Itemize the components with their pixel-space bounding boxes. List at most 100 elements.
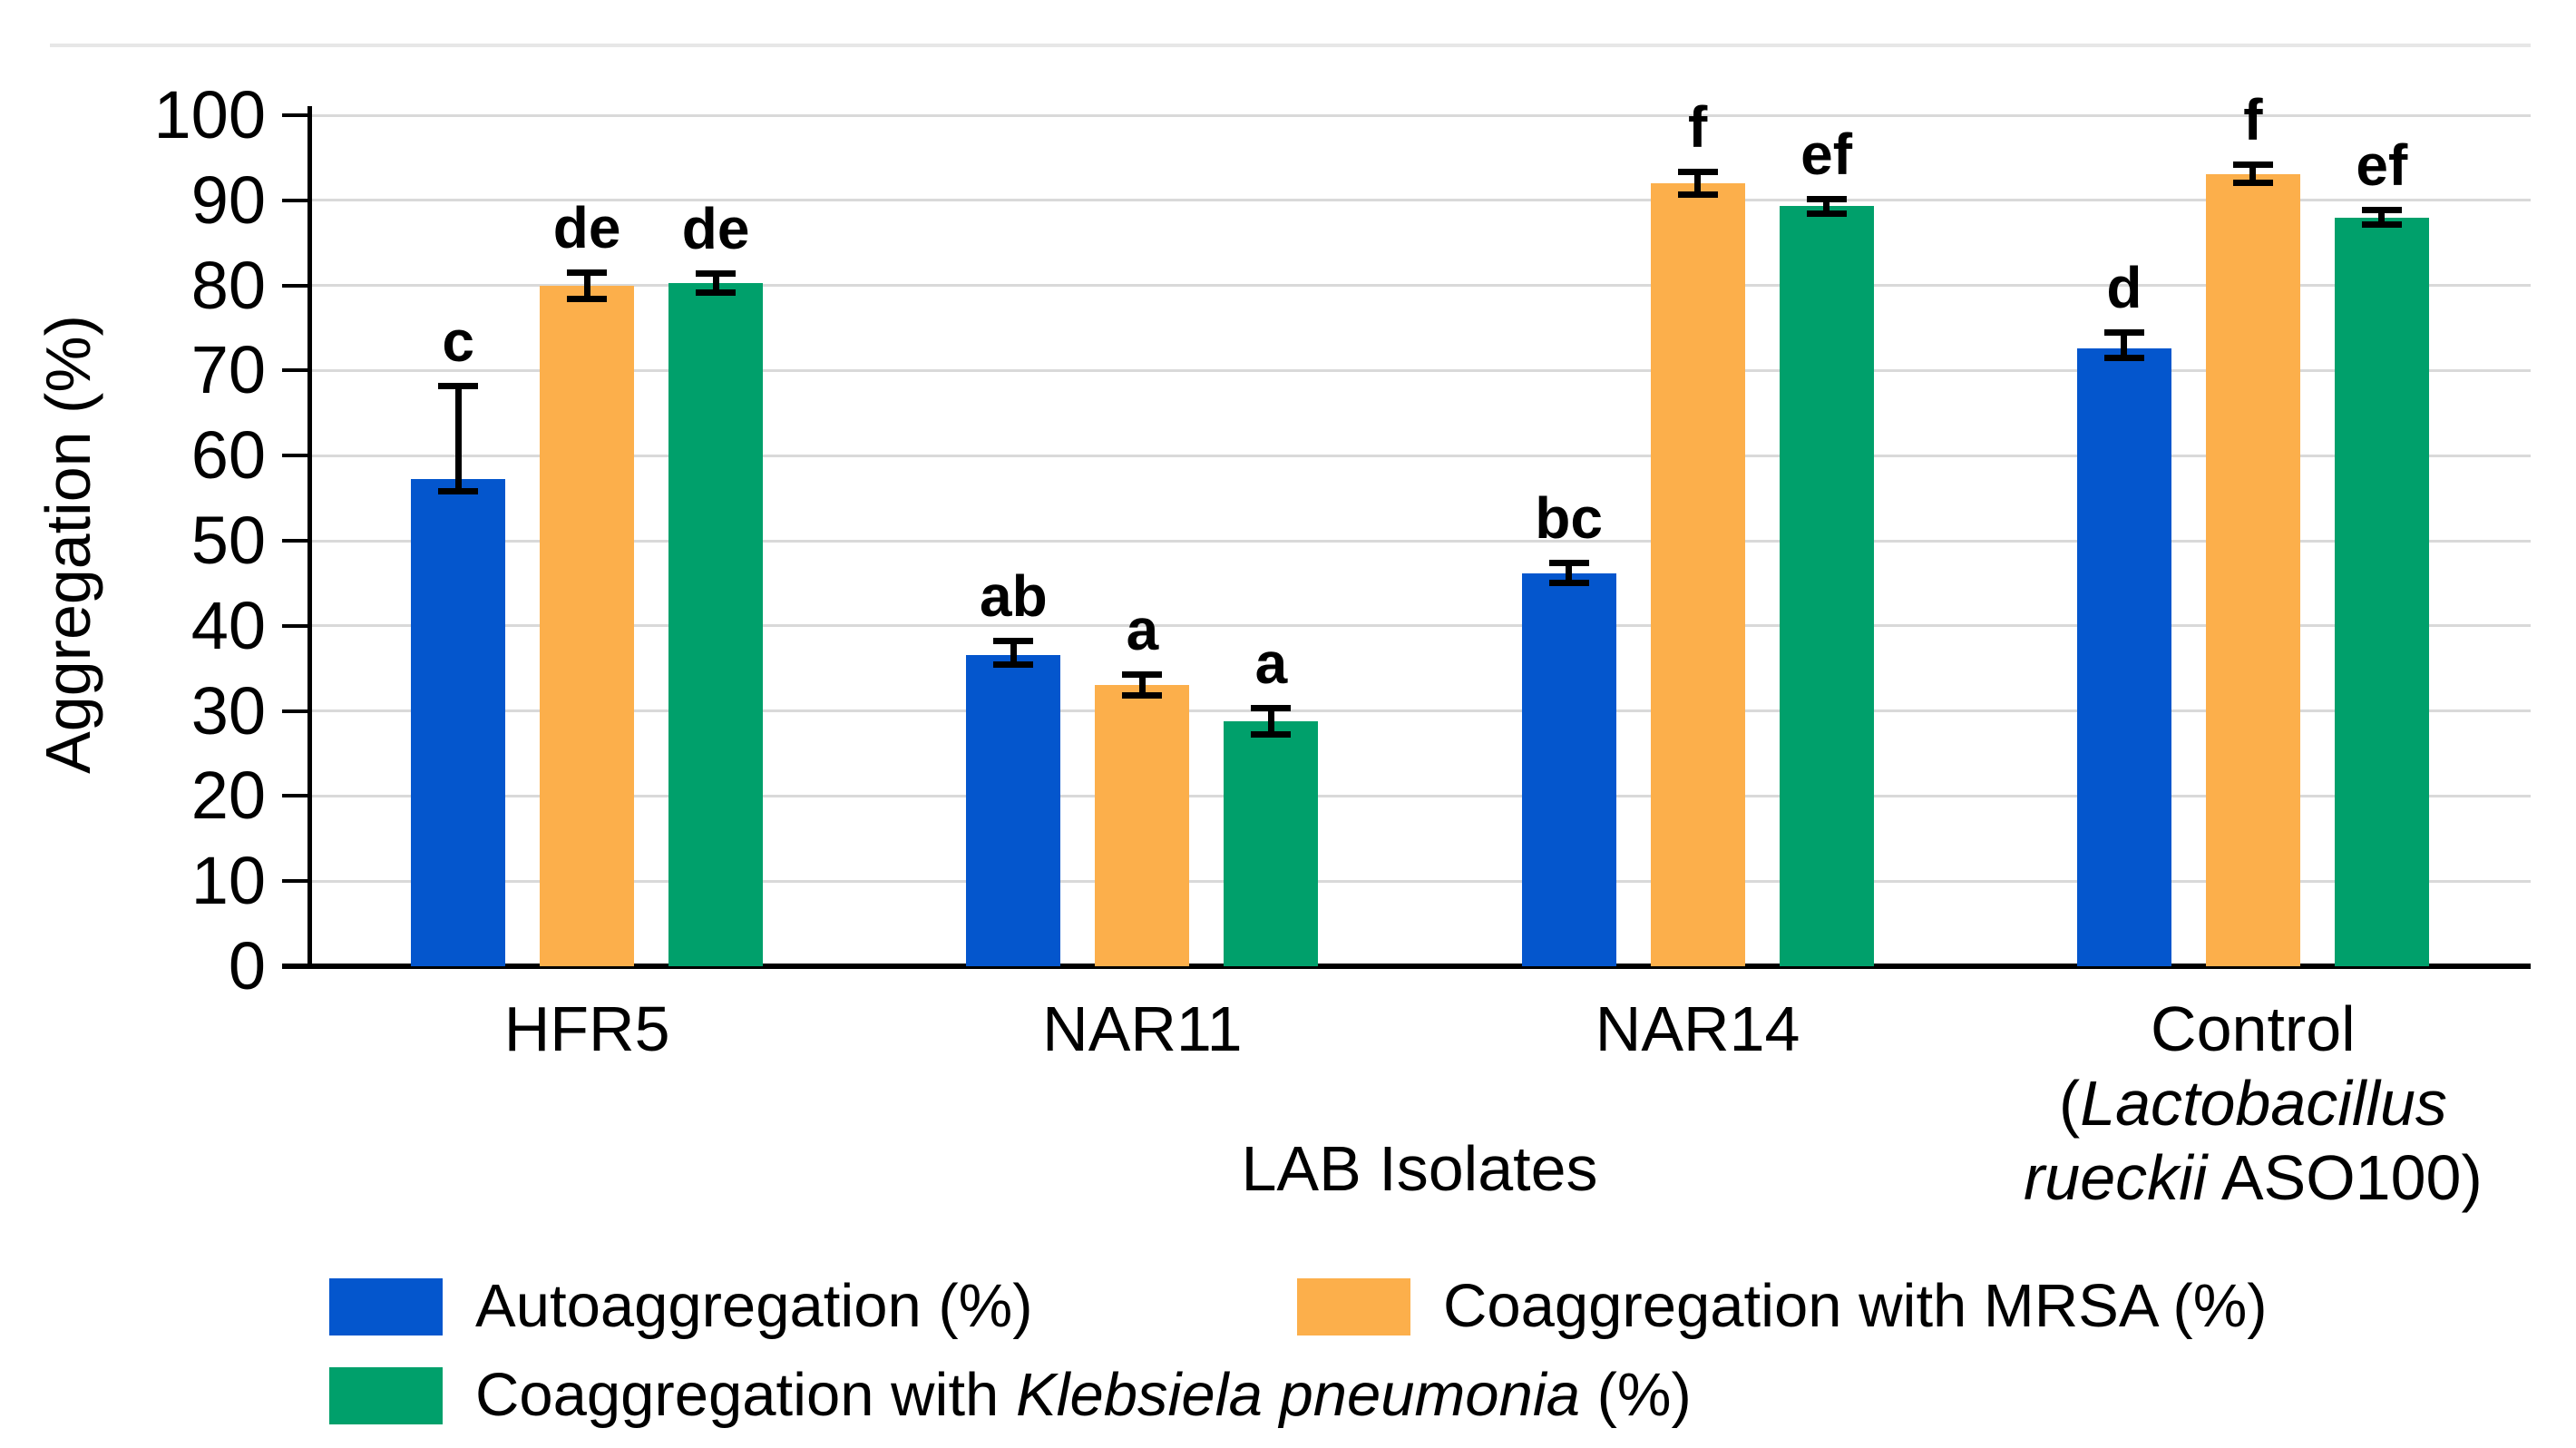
x-axis-line: [282, 964, 2531, 969]
x-axis-title: LAB Isolates: [1241, 1133, 1598, 1204]
error-cap-top-autoaggregation-nar14: [1548, 560, 1589, 567]
error-cap-top-coaggregation-nar11: [1251, 704, 1292, 711]
y-tick-label-90: 90: [190, 161, 266, 238]
error-bar-coaggregation-control: [2249, 164, 2257, 184]
sig-letter-coaggregation-nar14: f: [1687, 93, 1708, 160]
y-tick-30: [282, 709, 309, 713]
sig-letter-autoaggregation-hfr5: c: [442, 308, 474, 375]
error-cap-top-autoaggregation-nar11: [993, 637, 1034, 644]
error-bar-coaggregation-nar11: [1267, 707, 1274, 735]
bar-coaggregation-control: [2334, 217, 2429, 966]
y-tick-10: [282, 879, 309, 884]
bar-coaggregation-hfr5: [668, 282, 764, 966]
error-cap-top-coaggregation-control: [2232, 161, 2273, 169]
error-cap-bottom-coaggregation-control: [2361, 221, 2402, 228]
legend-label-autoaggregation: Autoaggregation (%): [475, 1272, 1033, 1340]
error-bar-coaggregation-control: [2378, 210, 2386, 225]
y-tick-70: [282, 368, 309, 373]
error-cap-top-autoaggregation-control: [2103, 329, 2144, 337]
y-tick-label-0: 0: [228, 928, 266, 1003]
legend-item-coaggregation-klebsiela: Coaggregation with Klebsiela pneumonia (…: [329, 1364, 1692, 1427]
gridline-10: [309, 879, 2531, 883]
legend-swatch-coaggregation-klebsiela: [329, 1366, 443, 1424]
error-cap-bottom-coaggregation-nar11: [1122, 691, 1163, 699]
sig-letter-coaggregation-hfr5: de: [681, 195, 750, 261]
sig-letter-coaggregation-hfr5: de: [552, 194, 621, 260]
bar-autoaggregation-control: [2076, 348, 2171, 966]
bar-autoaggregation-hfr5: [411, 479, 506, 966]
error-cap-top-coaggregation-hfr5: [696, 269, 737, 277]
sig-letter-coaggregation-control: ef: [2356, 132, 2408, 199]
legend-swatch-autoaggregation: [329, 1277, 443, 1335]
y-tick-label-60: 60: [190, 417, 266, 494]
error-bar-coaggregation-hfr5: [583, 271, 590, 299]
legend-label-coaggregation-mrsa: Coaggregation with MRSA (%): [1443, 1272, 2268, 1340]
error-cap-bottom-autoaggregation-nar11: [993, 660, 1034, 668]
gridline-70: [309, 368, 2531, 372]
bar-autoaggregation-nar14: [1521, 572, 1616, 966]
x-axis-category-hfr5: HFR5: [503, 993, 670, 1064]
y-tick-100: [282, 113, 309, 117]
error-cap-top-coaggregation-nar14: [1806, 195, 1847, 202]
error-cap-bottom-coaggregation-nar14: [1677, 191, 1718, 199]
error-bar-coaggregation-nar11: [1138, 674, 1146, 696]
gridline-60: [309, 454, 2531, 457]
error-bar-autoaggregation-nar11: [1010, 640, 1017, 665]
y-tick-label-70: 70: [190, 332, 266, 408]
y-tick-60: [282, 454, 309, 458]
y-tick-80: [282, 283, 309, 288]
legend-item-coaggregation-mrsa: Coaggregation with MRSA (%): [1297, 1275, 2268, 1338]
error-cap-top-coaggregation-nar11: [1122, 671, 1163, 679]
error-cap-bottom-coaggregation-hfr5: [567, 295, 608, 302]
error-bar-coaggregation-nar14: [1694, 171, 1702, 196]
sig-letter-coaggregation-nar11: a: [1126, 597, 1159, 663]
legend-item-autoaggregation: Autoaggregation (%): [329, 1275, 1033, 1338]
error-bar-autoaggregation-nar14: [1566, 563, 1573, 583]
error-cap-top-coaggregation-control: [2361, 207, 2402, 214]
figure-top-border: [50, 44, 2531, 47]
bar-autoaggregation-nar11: [966, 654, 1061, 966]
error-bar-coaggregation-hfr5: [712, 272, 719, 294]
y-tick-label-80: 80: [190, 247, 266, 323]
y-tick-label-100: 100: [153, 77, 266, 152]
sig-letter-autoaggregation-nar14: bc: [1535, 485, 1603, 552]
gridline-80: [309, 284, 2531, 288]
error-cap-top-autoaggregation-hfr5: [438, 383, 479, 390]
error-cap-bottom-coaggregation-hfr5: [696, 289, 737, 297]
y-tick-label-50: 50: [190, 503, 266, 578]
y-tick-label-40: 40: [190, 587, 266, 663]
sig-letter-autoaggregation-control: d: [2106, 255, 2142, 321]
sig-letter-coaggregation-nar14: ef: [1800, 121, 1853, 187]
gridline-30: [309, 709, 2531, 713]
bar-coaggregation-control: [2205, 173, 2300, 966]
error-cap-bottom-coaggregation-control: [2232, 180, 2273, 187]
legend-label-coaggregation-klebsiela: Coaggregation with Klebsiela pneumonia (…: [475, 1361, 1692, 1429]
error-cap-bottom-autoaggregation-nar14: [1548, 579, 1589, 586]
gridline-90: [309, 199, 2531, 202]
bar-coaggregation-hfr5: [540, 285, 635, 966]
x-axis-category-nar11: NAR11: [1042, 993, 1243, 1064]
gridline-50: [309, 539, 2531, 543]
error-bar-coaggregation-nar14: [1823, 198, 1830, 214]
sig-letter-coaggregation-control: f: [2243, 87, 2263, 153]
bar-coaggregation-nar11: [1224, 720, 1319, 966]
bar-coaggregation-nar14: [1779, 206, 1874, 966]
y-tick-40: [282, 623, 309, 628]
x-axis-category-control: Control (Lactobacillus rueckii ASO100): [2023, 993, 2483, 1213]
y-tick-label-10: 10: [190, 843, 266, 919]
sig-letter-autoaggregation-nar11: ab: [980, 563, 1048, 629]
y-tick-label-30: 30: [190, 672, 266, 748]
sig-letter-coaggregation-nar11: a: [1254, 630, 1288, 696]
error-cap-bottom-autoaggregation-hfr5: [438, 487, 479, 494]
y-tick-90: [282, 198, 309, 202]
y-tick-label-20: 20: [190, 758, 266, 834]
legend-swatch-coaggregation-mrsa: [1297, 1277, 1410, 1335]
gridline-20: [309, 794, 2531, 797]
error-bar-autoaggregation-control: [2121, 332, 2128, 359]
y-tick-20: [282, 794, 309, 798]
gridline-40: [309, 624, 2531, 628]
gridline-100: [309, 113, 2531, 117]
bar-coaggregation-nar14: [1650, 183, 1745, 966]
y-tick-50: [282, 539, 309, 543]
